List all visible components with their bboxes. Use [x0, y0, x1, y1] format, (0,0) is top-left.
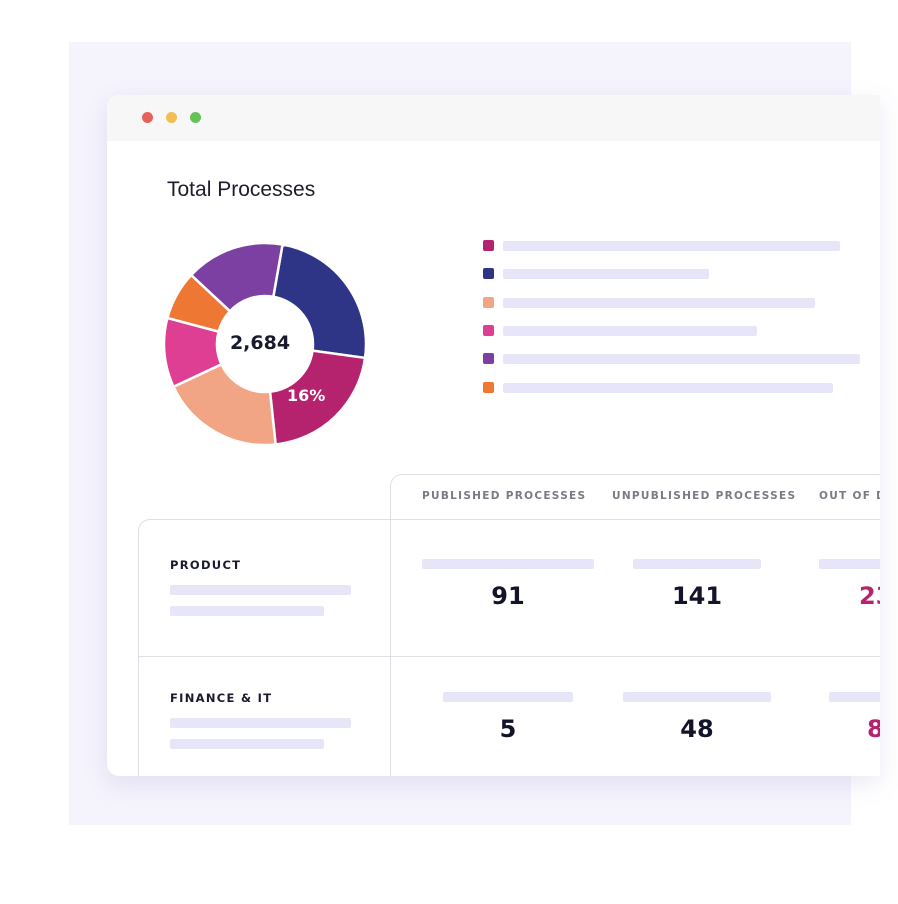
header-out-of-date: OUT OF DA	[819, 490, 880, 502]
column-divider	[390, 519, 391, 776]
donut-chart	[162, 241, 368, 447]
placeholder-line	[170, 606, 324, 616]
placeholder-line	[170, 585, 351, 595]
finance-unpublished: 48	[680, 715, 714, 743]
placeholder-line	[503, 298, 815, 308]
placeholder-line	[503, 269, 709, 279]
donut-slice-0	[271, 243, 368, 360]
legend-swatch	[483, 353, 494, 364]
minimize-button[interactable]	[166, 112, 177, 123]
legend-swatch	[483, 297, 494, 308]
header-published: PUBLISHED PROCESSES	[422, 490, 587, 502]
donut-slice-5	[189, 241, 284, 313]
row-label-product: PRODUCT	[170, 558, 242, 572]
product-out-of-date: 23	[859, 582, 880, 610]
finance-out-of-date: 8	[867, 715, 880, 743]
placeholder-line	[170, 739, 324, 749]
header-unpublished: UNPUBLISHED PROCESSES	[612, 490, 797, 502]
table-label-box	[138, 519, 398, 776]
title-bar	[107, 95, 880, 141]
placeholder-line	[443, 692, 573, 702]
placeholder-line	[829, 692, 880, 702]
placeholder-line	[503, 241, 840, 251]
row-label-finance-it: FINANCE & IT	[170, 691, 273, 705]
finance-published: 5	[499, 715, 517, 743]
total-count: 2,684	[229, 332, 291, 354]
legend-swatch	[483, 382, 494, 393]
donut-slice-1	[268, 349, 367, 446]
placeholder-line	[422, 559, 594, 569]
placeholder-line	[503, 383, 833, 393]
legend-swatch	[483, 325, 494, 336]
row-divider	[138, 656, 880, 657]
placeholder-line	[503, 354, 860, 364]
legend-swatch	[483, 268, 494, 279]
product-unpublished: 141	[671, 582, 723, 610]
placeholder-line	[633, 559, 761, 569]
placeholder-line	[623, 692, 771, 702]
legend-swatch	[483, 240, 494, 251]
header-divider	[390, 519, 880, 520]
placeholder-line	[170, 718, 351, 728]
maximize-button[interactable]	[190, 112, 201, 123]
placeholder-line	[819, 559, 880, 569]
app-window: Total Processes 2,684 16% PUBLISHED PROC…	[107, 95, 880, 776]
card-title: Total Processes	[167, 178, 316, 201]
close-button[interactable]	[142, 112, 153, 123]
product-published: 91	[491, 582, 525, 610]
placeholder-line	[503, 326, 757, 336]
slice-percent-label: 16%	[287, 386, 326, 405]
